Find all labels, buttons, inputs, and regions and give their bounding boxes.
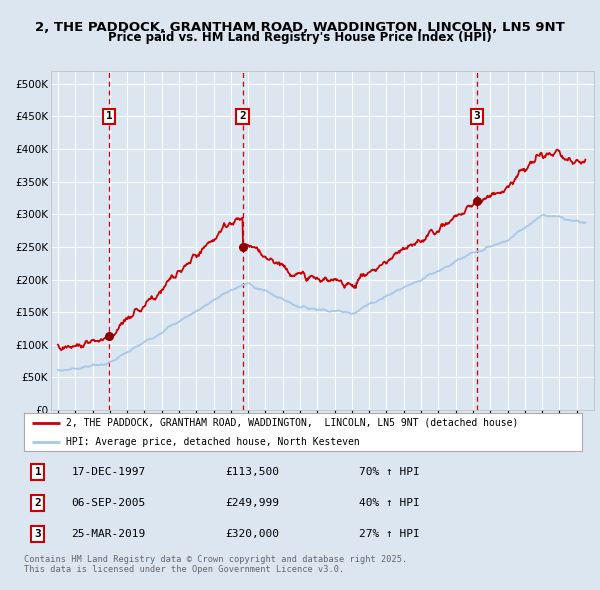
Text: 2: 2: [239, 112, 246, 122]
Text: Price paid vs. HM Land Registry's House Price Index (HPI): Price paid vs. HM Land Registry's House …: [108, 31, 492, 44]
Text: 1: 1: [35, 467, 41, 477]
Text: 70% ↑ HPI: 70% ↑ HPI: [359, 467, 419, 477]
Text: 2: 2: [35, 498, 41, 508]
Text: £249,999: £249,999: [225, 498, 279, 508]
Text: 06-SEP-2005: 06-SEP-2005: [71, 498, 146, 508]
Text: Contains HM Land Registry data © Crown copyright and database right 2025.: Contains HM Land Registry data © Crown c…: [24, 555, 407, 563]
Text: 3: 3: [35, 529, 41, 539]
Text: HPI: Average price, detached house, North Kesteven: HPI: Average price, detached house, Nort…: [66, 437, 359, 447]
Text: 1: 1: [106, 112, 112, 122]
Text: 3: 3: [473, 112, 481, 122]
Text: £113,500: £113,500: [225, 467, 279, 477]
Text: 25-MAR-2019: 25-MAR-2019: [71, 529, 146, 539]
Text: 2, THE PADDOCK, GRANTHAM ROAD, WADDINGTON,  LINCOLN, LN5 9NT (detached house): 2, THE PADDOCK, GRANTHAM ROAD, WADDINGTO…: [66, 418, 518, 428]
Text: £320,000: £320,000: [225, 529, 279, 539]
Text: This data is licensed under the Open Government Licence v3.0.: This data is licensed under the Open Gov…: [24, 565, 344, 574]
Text: 27% ↑ HPI: 27% ↑ HPI: [359, 529, 419, 539]
Text: 2, THE PADDOCK, GRANTHAM ROAD, WADDINGTON, LINCOLN, LN5 9NT: 2, THE PADDOCK, GRANTHAM ROAD, WADDINGTO…: [35, 21, 565, 34]
Text: 17-DEC-1997: 17-DEC-1997: [71, 467, 146, 477]
Text: 40% ↑ HPI: 40% ↑ HPI: [359, 498, 419, 508]
